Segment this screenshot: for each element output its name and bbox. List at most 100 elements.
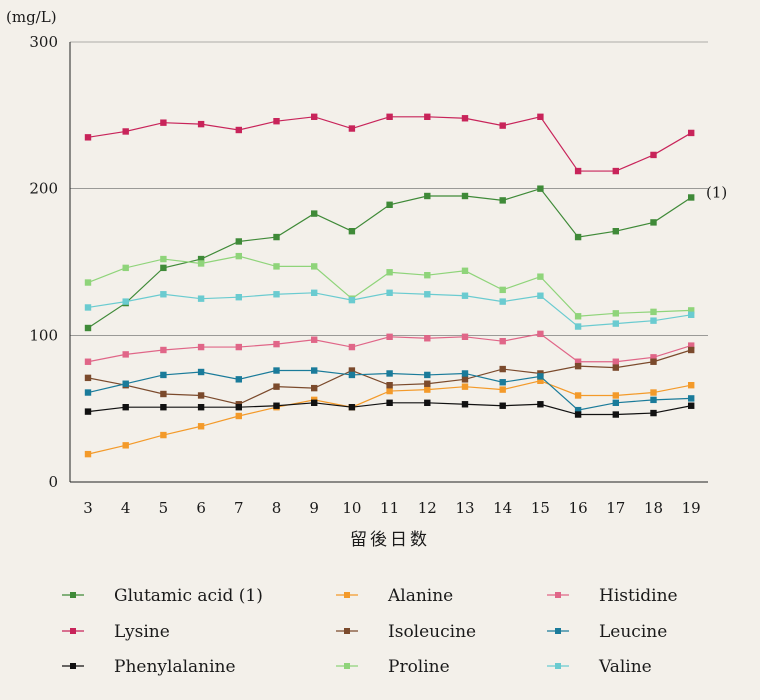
data-point bbox=[386, 382, 393, 389]
legend-marker-swatch bbox=[70, 628, 76, 634]
data-point bbox=[348, 367, 356, 374]
data-point bbox=[84, 134, 92, 141]
legend-item: Histidine bbox=[547, 586, 678, 606]
y-tick-labels: 0 100 200 300 bbox=[29, 33, 58, 491]
legend-label: Isoleucine bbox=[388, 622, 476, 642]
series-valine bbox=[84, 289, 695, 330]
x-tick-label: 12 bbox=[418, 499, 437, 517]
data-point bbox=[650, 317, 657, 324]
data-point bbox=[197, 368, 205, 376]
data-point bbox=[688, 307, 695, 314]
series-alanine bbox=[84, 377, 695, 458]
data-point bbox=[348, 228, 356, 235]
data-point bbox=[160, 371, 167, 379]
data-point bbox=[160, 255, 167, 263]
data-point bbox=[612, 310, 619, 317]
data-point bbox=[612, 167, 619, 175]
data-point bbox=[537, 113, 544, 120]
data-point bbox=[311, 113, 318, 120]
data-point bbox=[574, 358, 582, 365]
legend-label: Phenylalanine bbox=[114, 657, 236, 677]
data-point bbox=[348, 371, 356, 379]
x-axis-label: 留後日数 bbox=[350, 530, 430, 550]
data-point bbox=[348, 404, 356, 411]
data-point bbox=[461, 292, 469, 299]
data-point bbox=[311, 210, 318, 217]
x-tick-label: 13 bbox=[455, 499, 474, 517]
data-point bbox=[461, 383, 469, 390]
data-point bbox=[424, 399, 431, 406]
data-point bbox=[688, 194, 695, 201]
data-point bbox=[160, 404, 167, 411]
data-point bbox=[574, 392, 582, 399]
series-isoleucine bbox=[84, 346, 695, 408]
data-point bbox=[273, 402, 280, 409]
data-point bbox=[84, 450, 92, 458]
data-point bbox=[84, 358, 92, 365]
data-point bbox=[650, 409, 657, 417]
series-line bbox=[87, 187, 692, 329]
data-point bbox=[688, 129, 695, 137]
x-tick-label: 14 bbox=[493, 499, 512, 517]
data-point bbox=[650, 396, 657, 404]
data-point bbox=[122, 380, 129, 387]
legend-item: Glutamic acid (1) bbox=[62, 586, 263, 606]
legend-item: Phenylalanine bbox=[62, 657, 236, 677]
data-point bbox=[386, 289, 393, 296]
data-point bbox=[311, 384, 318, 392]
data-point bbox=[84, 374, 92, 382]
legend-marker-swatch bbox=[555, 663, 561, 669]
x-tick-label: 15 bbox=[531, 499, 550, 517]
data-point bbox=[461, 376, 469, 383]
data-point bbox=[461, 115, 469, 122]
legend-item: Proline bbox=[336, 657, 450, 677]
series-proline bbox=[84, 252, 695, 320]
data-point bbox=[537, 330, 544, 338]
legend-label: Leucine bbox=[599, 622, 667, 642]
axes bbox=[69, 42, 708, 483]
series-histidine bbox=[84, 330, 695, 365]
series-line bbox=[87, 349, 692, 405]
data-point bbox=[612, 399, 619, 406]
data-point bbox=[612, 411, 619, 418]
data-point bbox=[122, 264, 129, 272]
data-point bbox=[311, 289, 318, 296]
data-point bbox=[197, 295, 205, 302]
series-phenylalanine bbox=[84, 399, 695, 418]
data-point bbox=[461, 370, 469, 377]
data-point bbox=[197, 423, 205, 430]
data-point bbox=[197, 260, 205, 267]
legend-item: Isoleucine bbox=[336, 622, 476, 642]
data-point bbox=[499, 298, 506, 305]
series-line bbox=[87, 292, 692, 328]
series-leucine bbox=[84, 367, 695, 414]
data-point bbox=[386, 387, 393, 395]
data-point bbox=[348, 343, 356, 351]
data-point bbox=[84, 304, 92, 311]
data-point bbox=[386, 201, 393, 208]
legend-item: Leucine bbox=[547, 622, 667, 642]
data-point bbox=[235, 412, 242, 420]
legend-label: Histidine bbox=[599, 586, 678, 606]
data-point bbox=[197, 392, 205, 399]
data-point bbox=[122, 128, 129, 135]
data-point bbox=[160, 346, 167, 354]
data-point bbox=[537, 377, 544, 384]
data-point bbox=[424, 272, 431, 279]
data-point bbox=[650, 151, 657, 159]
y-tick-label: 200 bbox=[29, 180, 58, 198]
data-point bbox=[424, 386, 431, 393]
data-point bbox=[499, 365, 506, 373]
data-point bbox=[273, 291, 280, 298]
data-point bbox=[574, 233, 582, 241]
series-line bbox=[87, 255, 692, 317]
y-tick-label: 300 bbox=[29, 33, 58, 51]
y-tick-label: 0 bbox=[48, 473, 58, 491]
data-point bbox=[235, 238, 242, 245]
data-point bbox=[311, 336, 318, 343]
data-point bbox=[424, 291, 431, 298]
data-point bbox=[499, 379, 506, 386]
data-point bbox=[160, 431, 167, 439]
data-point bbox=[311, 367, 318, 374]
